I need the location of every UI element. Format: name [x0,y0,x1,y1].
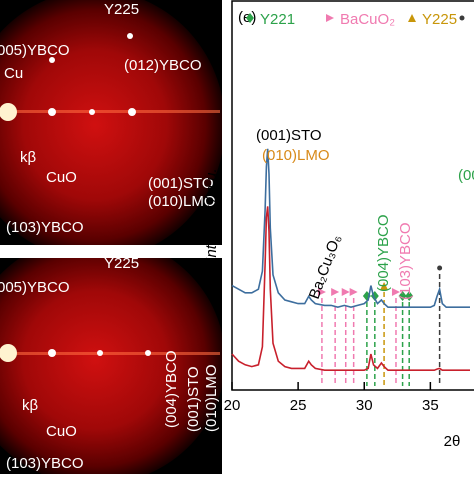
legend-marker [408,14,416,22]
image-label: (103)YBCO [6,455,84,472]
legend-marker [246,13,254,23]
line-series [231,148,470,309]
legend-label: Y225 [422,11,457,28]
y-axis-label: Intensity / a.u. [203,168,220,261]
x-tick-label: 35 [422,397,439,414]
annotation: (001)STO [256,127,322,144]
image-label: Y225 [104,1,139,18]
image-label: (001)STO [148,175,214,192]
image-label: Cu [4,65,23,82]
image-label: kβ [22,397,39,414]
image-label: CuO [46,169,77,186]
image-label: (005)YBCO [0,42,70,59]
reference-marker [398,291,407,301]
reference-marker [391,288,400,296]
reference-marker [380,282,389,290]
diffraction-image-bottom [0,258,222,474]
image-label: (103)YBCO [6,219,84,236]
image-label: (010)LMO [203,364,220,432]
image-label: Y225 [104,255,139,272]
reference-marker [331,288,340,296]
annotation: Ba₂Cu₃O₆ [306,232,345,301]
reference-marker [349,288,358,296]
image-label: CuO [46,423,77,440]
image-label: (005)YBCO [0,279,70,296]
annotation: (00 [458,167,474,184]
image-label: (012)YBCO [124,57,202,74]
reference-marker [317,288,326,296]
diffraction-image-top [0,0,222,245]
legend-marker [459,15,465,21]
reference-marker [405,291,414,301]
annotation: (010)LMO [262,147,330,164]
annotation: (103)YBCO [397,222,414,300]
annotation: (004)YBCO [375,214,392,292]
image-label: (010)LMO [148,193,216,210]
image-label: (001)STO [185,366,202,432]
plot-frame [231,0,474,391]
reference-marker [437,265,443,271]
image-label: (004)YBCO [163,350,180,428]
image-label: kβ [20,149,37,166]
reference-marker [341,288,350,296]
line-series [231,206,470,371]
x-tick-label: 30 [356,397,373,414]
x-axis-label: 2θ [444,433,461,450]
x-tick-label: 20 [224,397,241,414]
x-tick-label: 25 [290,397,307,414]
legend-label: BaCuO₂ [340,11,395,28]
legend-label: Y221 [260,11,295,28]
legend-marker [326,14,334,22]
